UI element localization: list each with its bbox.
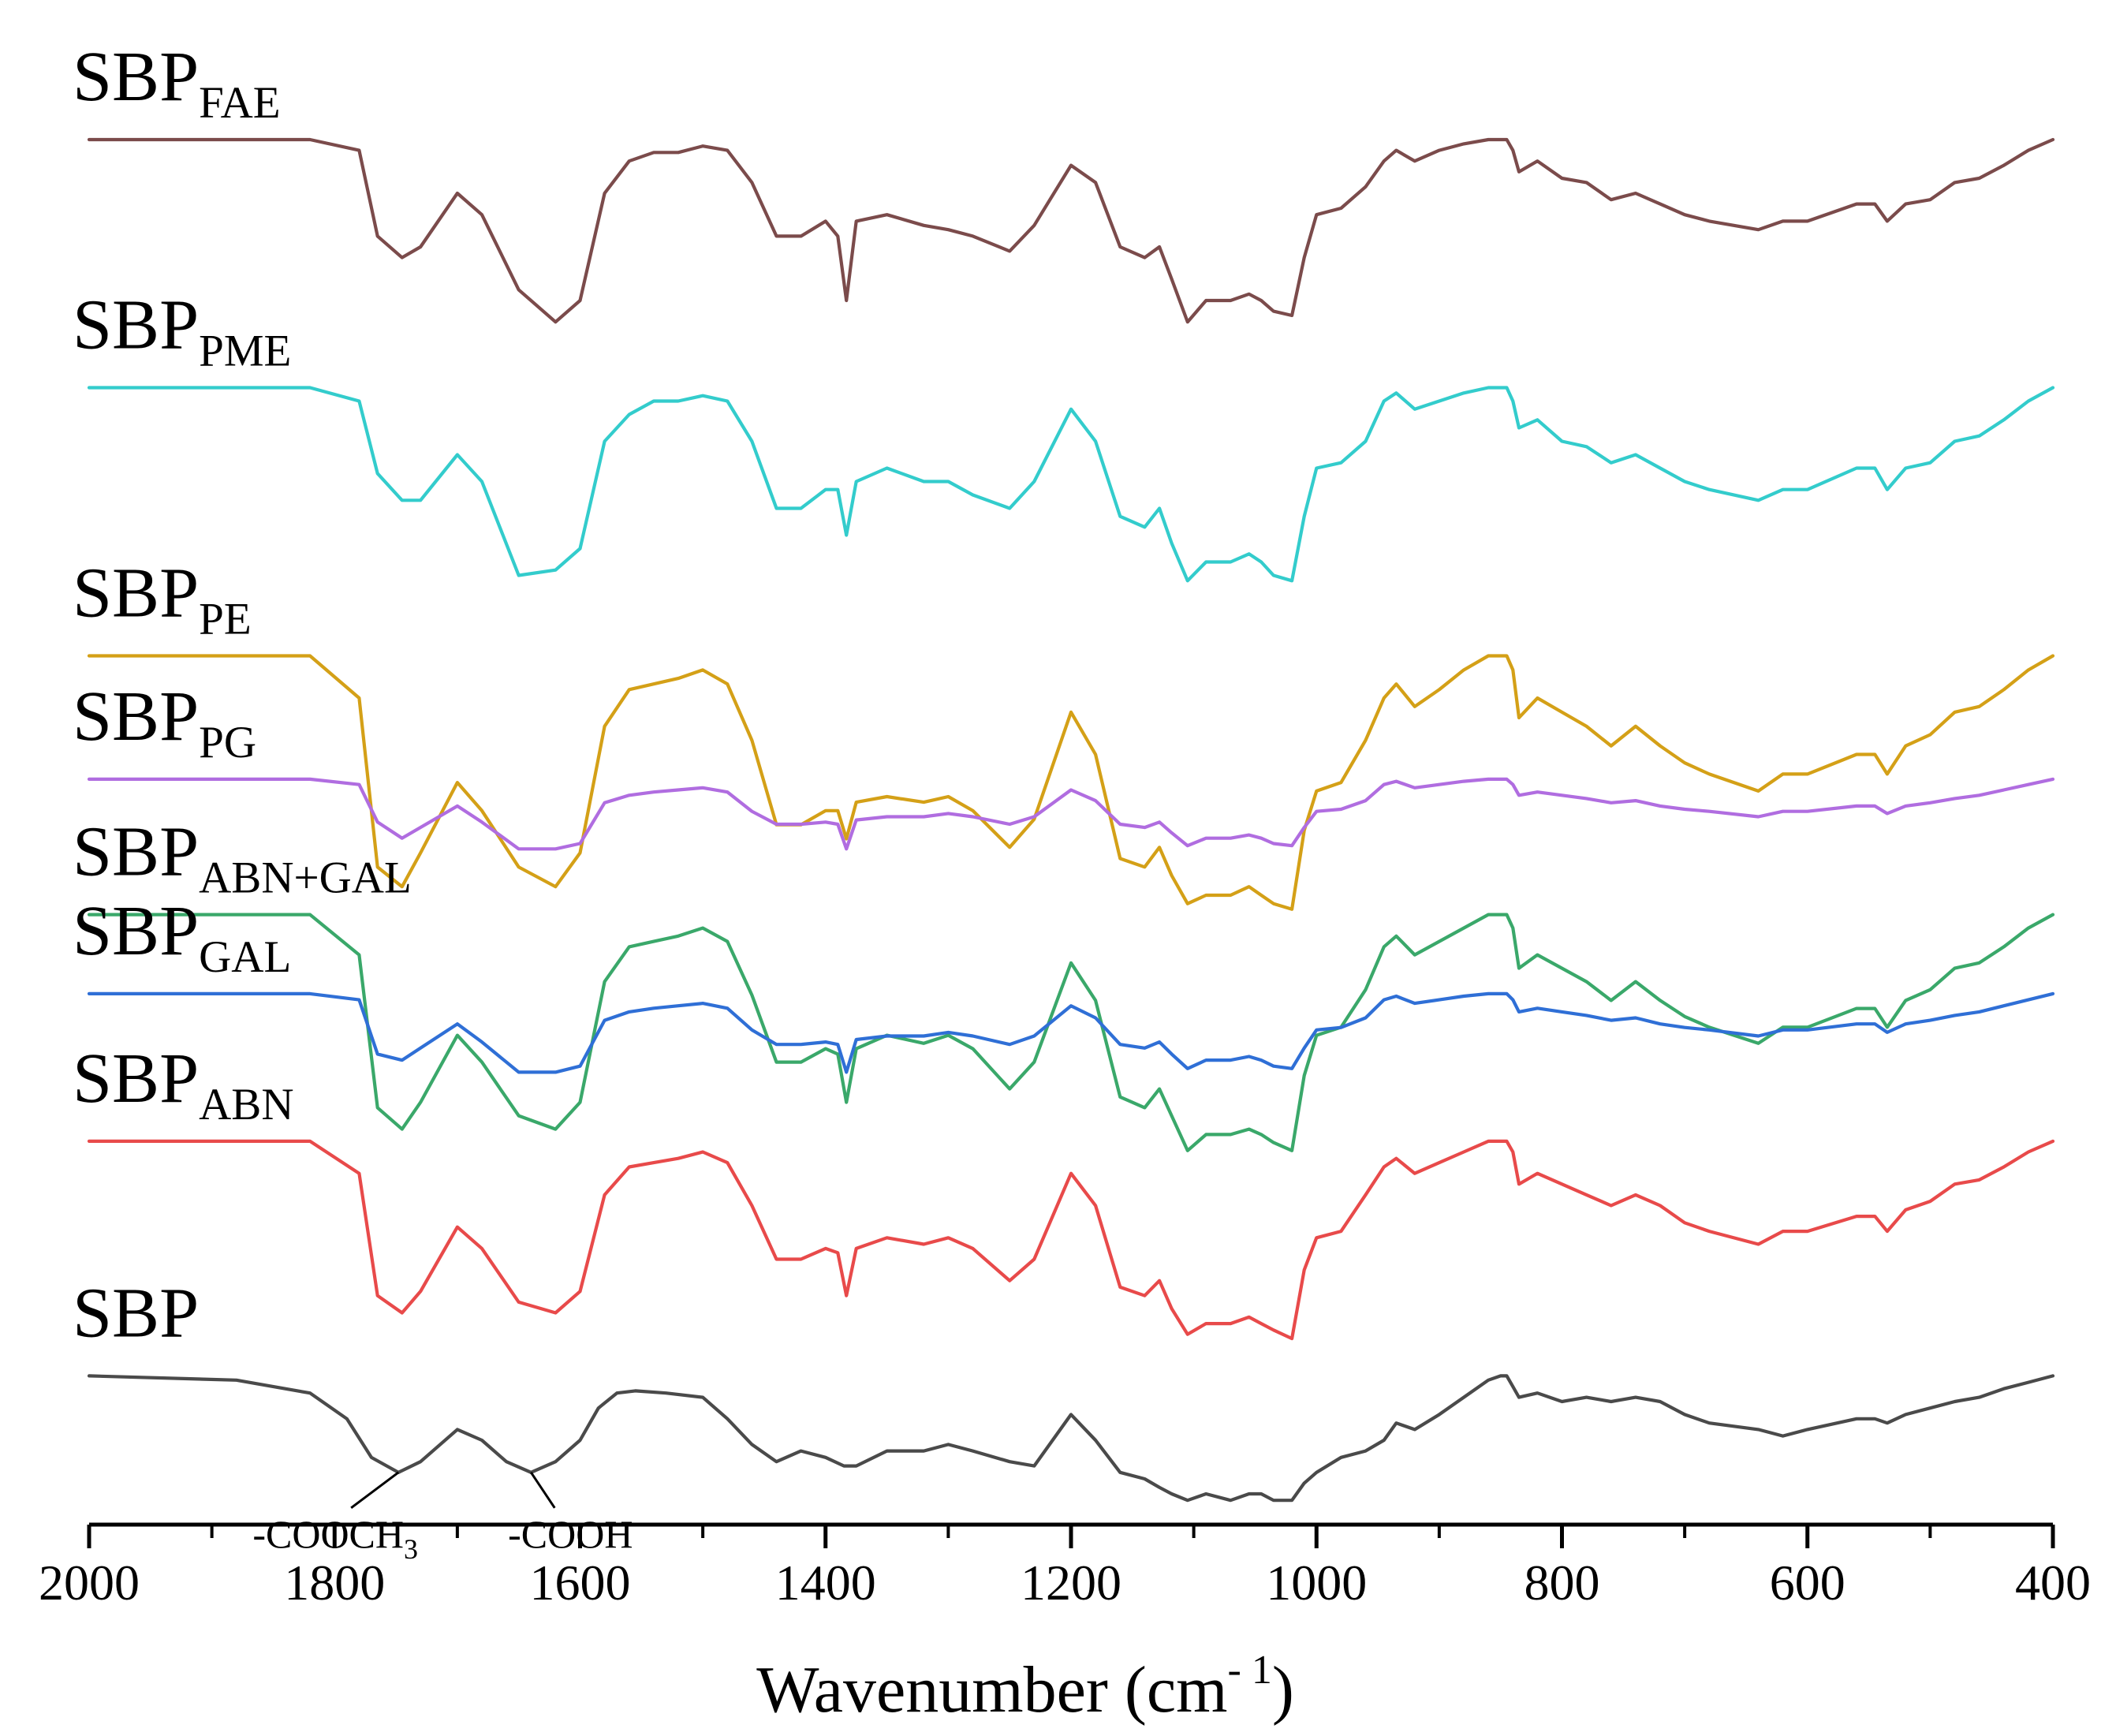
x-tick-label-1800: 1800 [284,1555,385,1611]
spectrum-line-gal [87,991,2055,1074]
annotation-leader-cooh [530,1471,556,1509]
series-label-pg: SBPPG [73,678,256,767]
spectrum-line-sbp [87,1374,2055,1503]
x-tick-label-600: 600 [1770,1555,1845,1611]
spectrum-line-abn-gal [87,913,2055,1152]
x-axis-title: Wavenumber (cm- 1) [756,1648,1294,1727]
series-label-abn: SBPABN [73,1040,294,1129]
annotation-leader-cooch3 [350,1471,400,1510]
spectrum-line-fae [87,137,2055,324]
series-layer [87,137,2055,1503]
spectrum-line-pg [87,777,2055,851]
spectrum-line-pme [87,386,2055,583]
annotation-layer: -COOCH3 -COOH [252,1471,633,1565]
x-axis: 2000 1800 1600 1400 1200 1000 800 600 400 [39,1522,2091,1611]
series-label-fae: SBPFAE [73,38,281,128]
series-label-pme: SBPPME [73,286,291,376]
series-label-abn-gal: SBPABN+GAL [73,813,412,903]
series-label-gal: SBPGAL [73,892,291,982]
x-tick-label-1400: 1400 [775,1555,876,1611]
series-label-pe: SBPPE [73,554,252,644]
x-tick-label-2000: 2000 [39,1555,140,1611]
x-axis-title-superscript: - 1 [1228,1648,1272,1693]
series-label-sbp: SBP [73,1274,199,1352]
x-tick-label-400: 400 [2015,1555,2091,1611]
x-tick-label-1200: 1200 [1021,1555,1121,1611]
x-tick-label-800: 800 [1524,1555,1600,1611]
annotation-cooh: -COOH [508,1512,633,1556]
x-tick-label-1000: 1000 [1266,1555,1367,1611]
annotation-cooch3: -COOCH3 [252,1512,418,1565]
x-tick-label-1600: 1600 [530,1555,631,1611]
spectrum-line-abn [87,1139,2055,1341]
spectrum-line-pe [87,654,2055,911]
